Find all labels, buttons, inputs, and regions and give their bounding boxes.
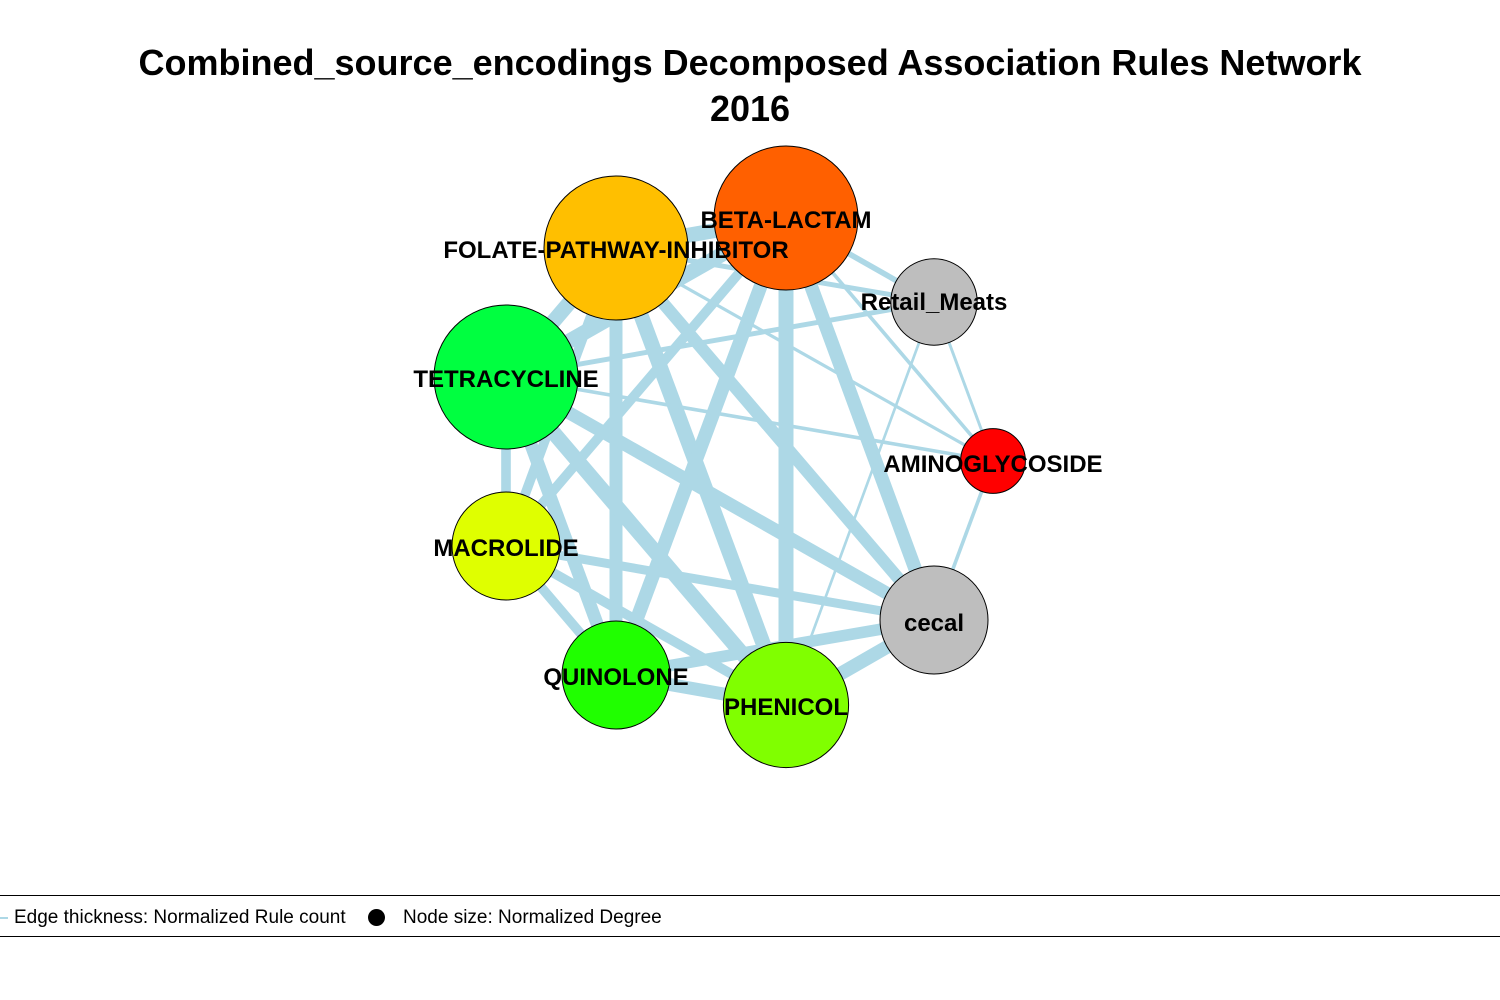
node-retail_meats (890, 258, 978, 346)
node-label-folate-pathway-inhibitor: FOLATE-PATHWAY-INHIBITOR (443, 237, 788, 264)
node-label-quinolone: QUINOLONE (543, 664, 688, 691)
node-label-beta-lactam: BETA-LACTAM (700, 207, 871, 234)
node-quinolone (561, 620, 671, 730)
node-label-phenicol: PHENICOL (724, 694, 848, 721)
edge-key-line-icon (0, 917, 8, 919)
legend-node-size-text: Node size: Normalized Degree (403, 907, 662, 928)
node-tetracycline (433, 304, 579, 450)
network-graph: BETA-LACTAM FOLATE-PATHWAY-INHIBITOR Retai… (413, 145, 1103, 769)
chart-title: Combined_source_encodings Decomposed Ass… (0, 40, 1500, 132)
node-aminoglycoside (960, 428, 1026, 494)
legend-edge-thickness-text: Edge thickness: Normalized Rule count (14, 907, 346, 928)
chart-title-line-2: 2016 (709, 88, 791, 129)
edge-tetracycline-aminoglycoside (505, 375, 994, 463)
node-label-aminoglycoside: AMINOGLYCOSIDE (883, 451, 1102, 478)
node-label-macrolide: MACROLIDE (433, 535, 578, 562)
edge-retail_meats-phenicol (784, 301, 936, 706)
edge-folate-pathway-inhibitor-cecal (611, 243, 939, 625)
node-beta-lactam (713, 145, 859, 291)
node-cecal (879, 565, 989, 675)
edge-tetracycline-cecal (502, 371, 938, 626)
node-label-cecal: cecal (904, 610, 964, 637)
edge-macrolide-cecal (505, 541, 935, 625)
edge-beta-lactam-quinolone (609, 215, 793, 678)
edge-folate-pathway-inhibitor-phenicol (608, 245, 794, 708)
node-label-tetracycline: TETRACYCLINE (413, 366, 598, 393)
legend: Edge thickness: Normalized Rule count No… (0, 895, 1500, 937)
node-phenicol (722, 641, 850, 769)
node-label-retail_meats: Retail_Meats (861, 289, 1008, 316)
node-key-circle-icon (368, 909, 385, 926)
node-folate-pathway-inhibitor (543, 175, 689, 321)
node-macrolide (451, 491, 561, 601)
nodes-layer (433, 145, 1026, 769)
labels-layer: BETA-LACTAM FOLATE-PATHWAY-INHIBITOR Retai… (413, 207, 1102, 721)
chart-title-line-1: Combined_source_encodings Decomposed Ass… (138, 42, 1362, 83)
